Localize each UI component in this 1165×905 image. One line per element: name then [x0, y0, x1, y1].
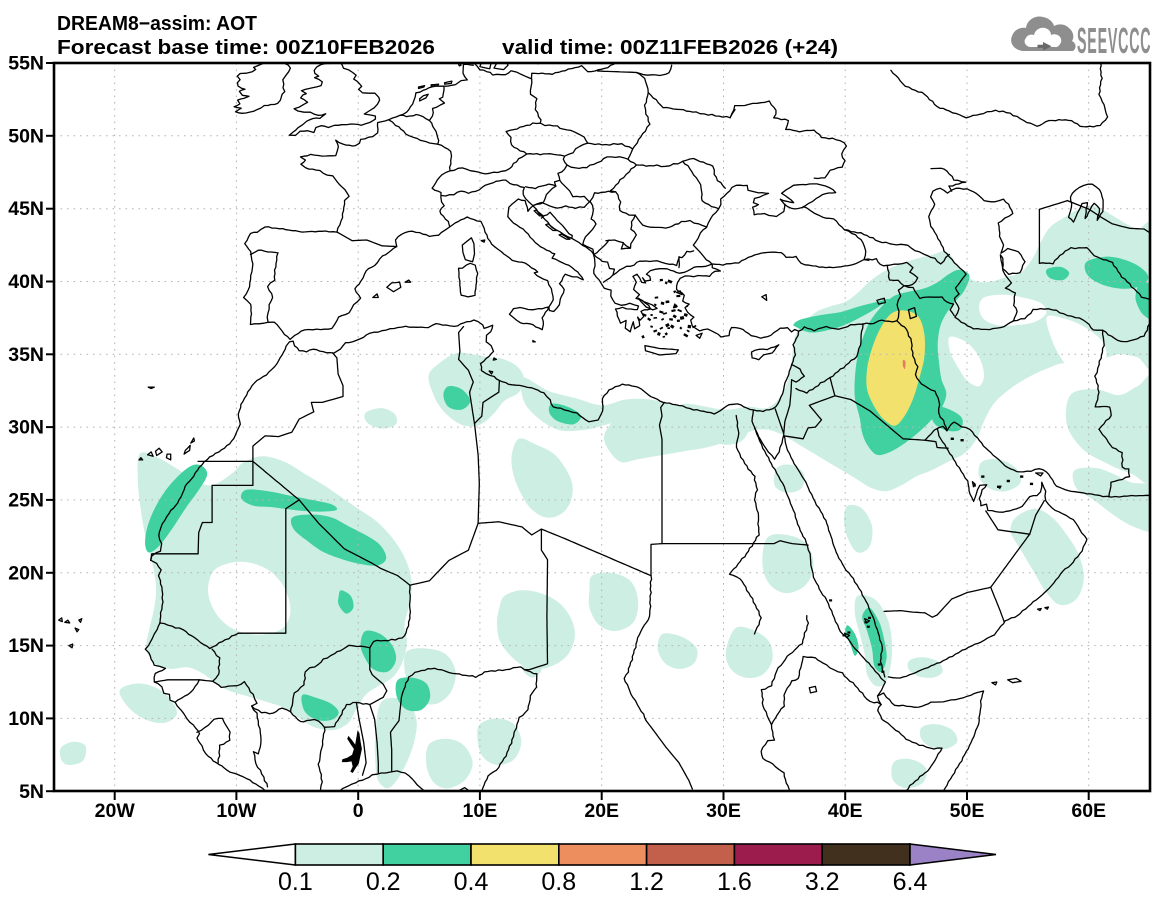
svg-text:0.1: 0.1	[278, 868, 313, 896]
svg-text:30N: 30N	[8, 417, 44, 439]
svg-text:35N: 35N	[8, 344, 44, 366]
svg-text:0: 0	[353, 800, 364, 822]
svg-text:15N: 15N	[8, 635, 44, 657]
svg-text:30E: 30E	[706, 800, 741, 822]
svg-text:20W: 20W	[95, 800, 136, 822]
svg-text:60E: 60E	[1071, 800, 1106, 822]
svg-text:10E: 10E	[463, 800, 498, 822]
svg-text:40E: 40E	[828, 800, 863, 822]
svg-text:20N: 20N	[8, 562, 44, 584]
svg-text:6.4: 6.4	[893, 868, 928, 896]
svg-text:3.2: 3.2	[805, 868, 840, 896]
svg-text:5N: 5N	[19, 781, 44, 803]
svg-text:valid time: 00Z11FEB2026 (+24): valid time: 00Z11FEB2026 (+24)	[502, 37, 838, 59]
svg-text:0.8: 0.8	[541, 868, 576, 896]
svg-text:55N: 55N	[8, 53, 44, 75]
svg-text:10W: 10W	[216, 800, 257, 822]
svg-text:40N: 40N	[8, 271, 44, 293]
svg-text:45N: 45N	[8, 198, 44, 220]
svg-text:Forecast base time: 00Z10FEB20: Forecast base time: 00Z10FEB2026	[57, 37, 435, 59]
svg-text:25N: 25N	[8, 489, 44, 511]
svg-text:SEEVCCC: SEEVCCC	[1077, 21, 1151, 61]
svg-text:50N: 50N	[8, 125, 44, 147]
svg-text:50E: 50E	[950, 800, 985, 822]
svg-text:1.6: 1.6	[717, 868, 752, 896]
svg-text:DREAM8−assim: AOT: DREAM8−assim: AOT	[57, 13, 257, 35]
svg-text:0.2: 0.2	[366, 868, 401, 896]
svg-text:0.4: 0.4	[454, 868, 489, 896]
svg-text:20E: 20E	[584, 800, 619, 822]
svg-text:10N: 10N	[8, 708, 44, 730]
svg-text:1.2: 1.2	[629, 868, 664, 896]
